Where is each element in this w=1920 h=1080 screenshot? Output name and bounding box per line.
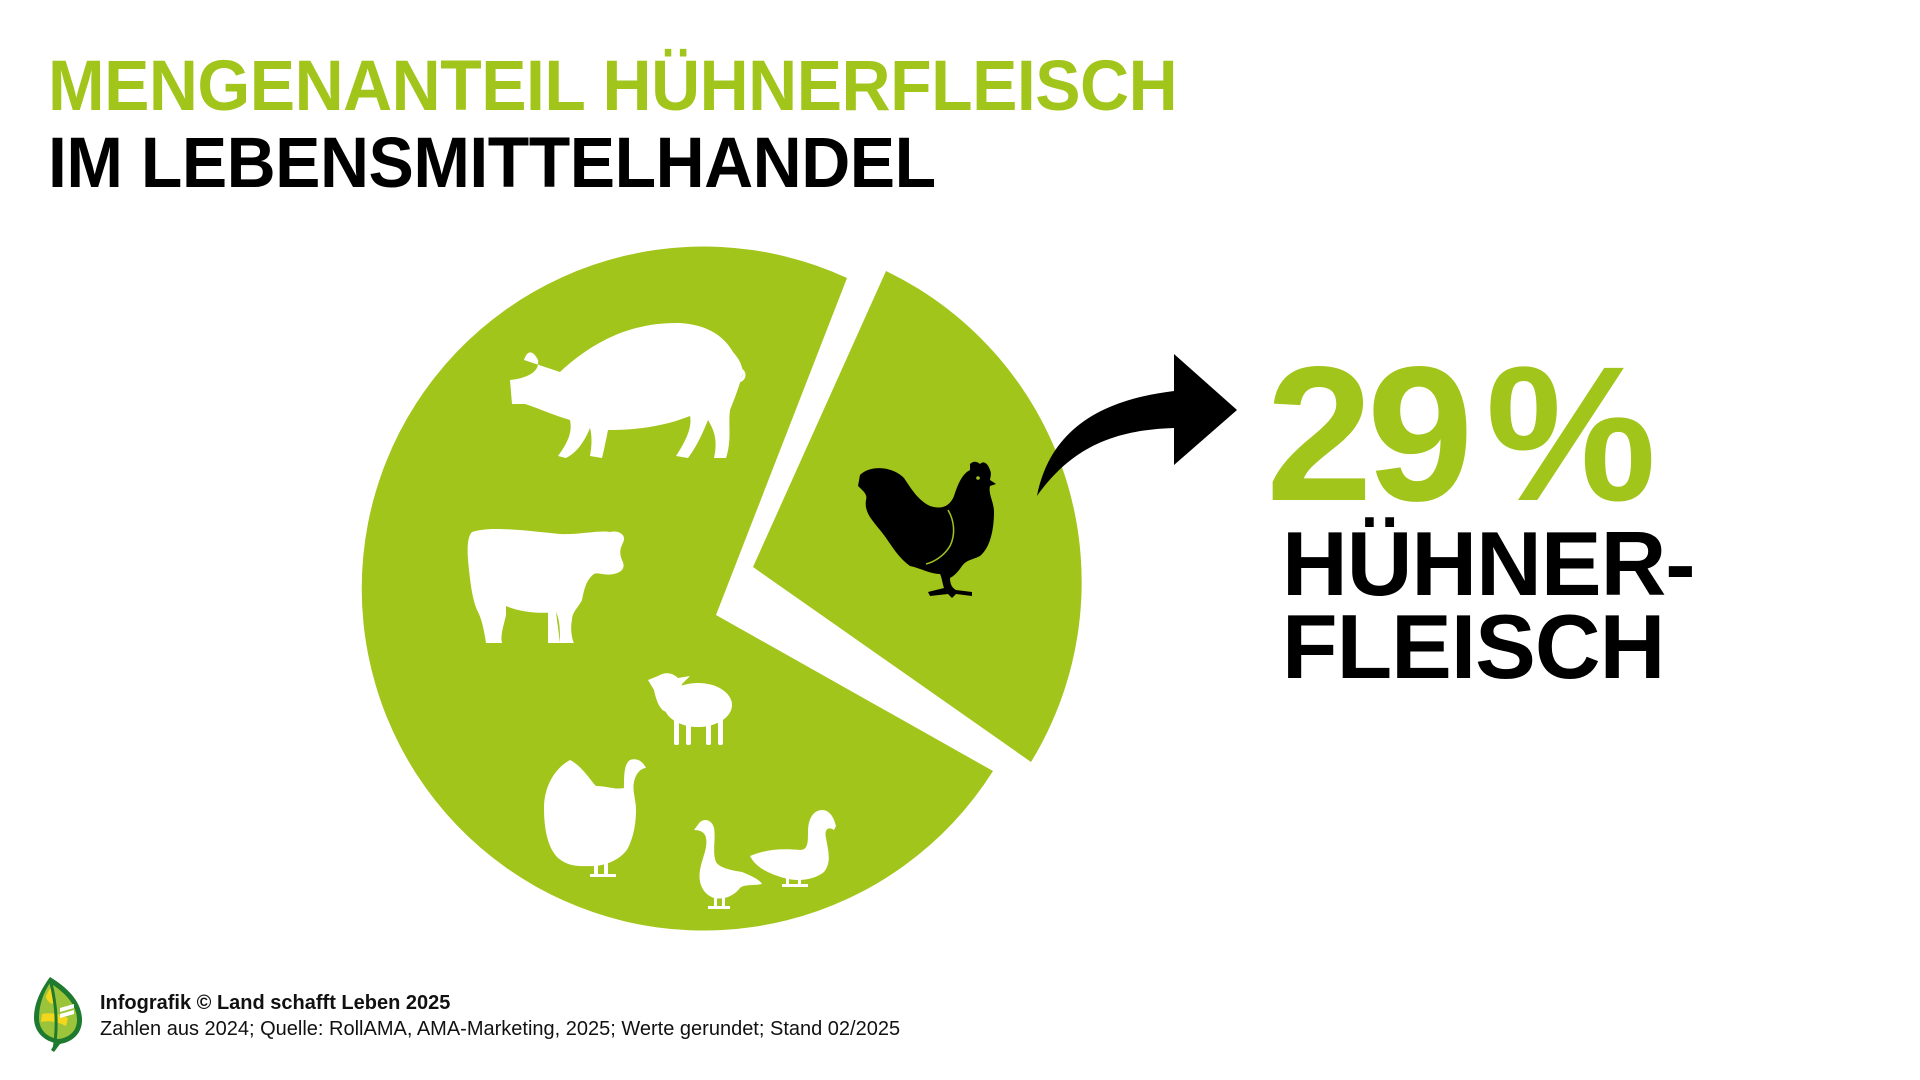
highlight-percentage: 29% [1266,338,1656,530]
chicken-icon [858,461,996,598]
duck-icon [750,810,836,887]
goose-icon [694,820,762,909]
cow-icon [467,528,625,643]
pig-icon [510,322,746,458]
curved-arrow-icon [1037,354,1237,496]
highlight-label-line-2: FLEISCH [1282,597,1665,698]
chart-title-line-1: MENGENANTEIL HÜHNERFLEISCH [48,45,1178,126]
highlight-unit: % [1485,326,1657,541]
footer: Infografik © Land schafft Leben 2025 Zah… [100,990,900,1042]
highlight-value: 29 [1266,326,1474,541]
turkey-icon [544,759,646,877]
highlight-label-line-1: HÜHNER- [1282,514,1696,615]
sheep-icon [648,673,732,745]
footer-source: Zahlen aus 2024; Quelle: RollAMA, AMA-Ma… [100,1018,901,1040]
pie-slice-other-meats [361,246,993,931]
footer-copyright: Infografik © Land schafft Leben 2025 [100,992,451,1014]
chart-title-line-2: IM LEBENSMITTELHANDEL [48,122,936,203]
leaf-logo-icon [34,977,82,1052]
